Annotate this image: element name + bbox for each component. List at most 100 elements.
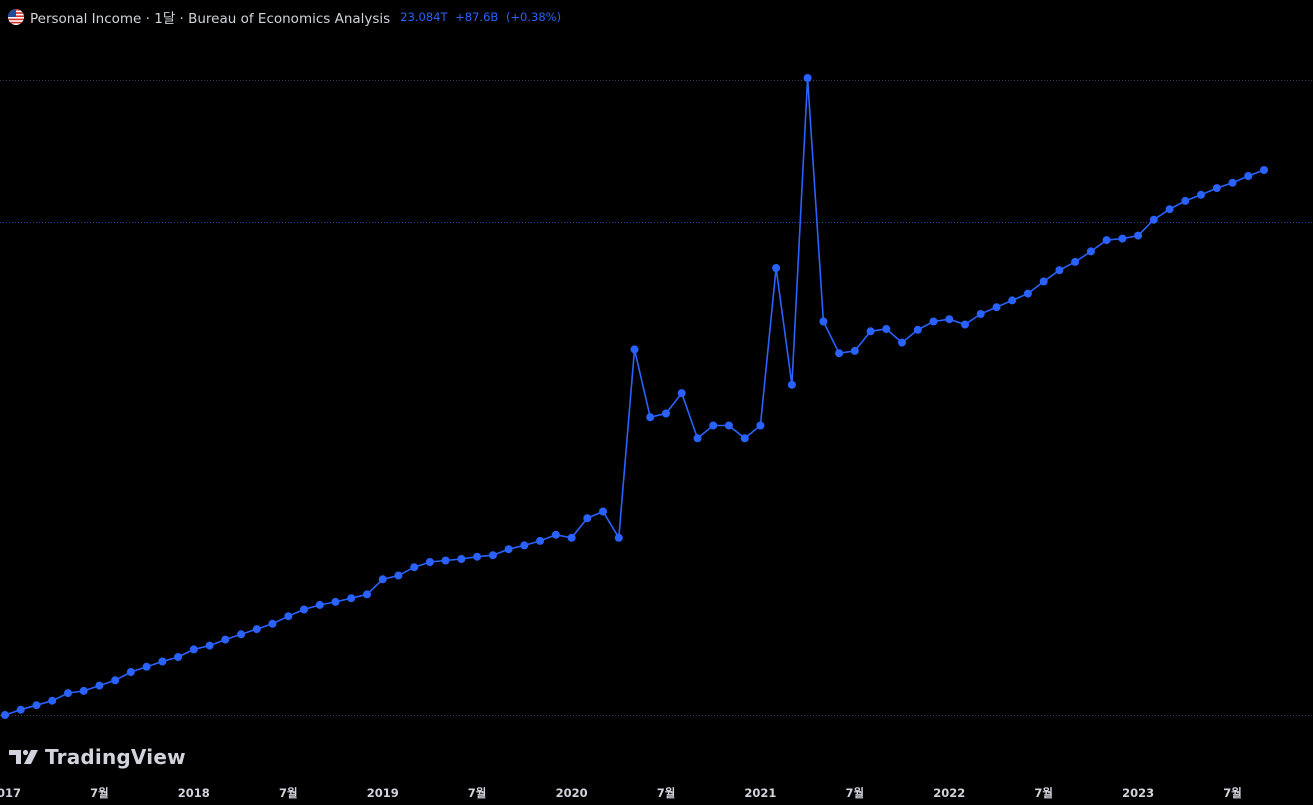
data-point — [315, 600, 324, 609]
data-point — [1212, 184, 1221, 193]
data-point — [693, 434, 702, 443]
x-tick-label: 2023 — [1122, 786, 1154, 800]
data-point — [1, 711, 9, 719]
symbol-header[interactable]: Personal Income · 1달 · Bureau of Economi… — [8, 7, 565, 27]
data-point — [803, 74, 812, 82]
data-point — [189, 645, 198, 654]
data-point — [961, 320, 969, 329]
data-point — [48, 696, 57, 705]
data-point — [268, 619, 277, 628]
x-tick-label: 7월 — [90, 786, 109, 800]
data-point — [473, 552, 482, 561]
data-point — [64, 689, 72, 698]
data-point — [835, 349, 844, 358]
tradingview-logo-icon — [9, 749, 38, 764]
data-point — [976, 310, 985, 318]
data-point — [347, 594, 356, 603]
data-point — [677, 389, 686, 398]
data-point — [1228, 178, 1237, 187]
data-point — [536, 536, 545, 545]
data-point — [1039, 277, 1048, 286]
data-point — [599, 507, 607, 516]
data-point — [1118, 234, 1127, 243]
data-point — [1181, 196, 1190, 205]
x-tick-label: 7월 — [1223, 786, 1242, 800]
x-tick-label: 7월 — [1034, 786, 1053, 800]
data-point — [520, 541, 529, 550]
data-point — [410, 563, 419, 572]
data-point — [787, 380, 796, 389]
data-point — [126, 668, 135, 676]
data-point — [1260, 166, 1268, 174]
x-tick-label: 2021 — [744, 786, 776, 800]
data-point — [1165, 205, 1174, 214]
data-point — [331, 597, 340, 606]
logo-text: TradingView — [45, 745, 186, 769]
data-point — [772, 264, 781, 272]
data-point — [1086, 247, 1095, 256]
data-point — [583, 514, 592, 523]
x-tick-label: 7월 — [657, 786, 676, 800]
series-points — [1, 74, 1268, 719]
data-point — [756, 421, 765, 430]
data-point — [898, 338, 906, 347]
data-point — [724, 421, 733, 430]
data-point — [630, 345, 639, 354]
data-point — [850, 346, 859, 355]
data-point — [1134, 231, 1143, 240]
data-point — [158, 657, 167, 666]
tradingview-logo[interactable]: TradingView — [9, 745, 186, 769]
change-percent: (+0.38%) — [505, 10, 562, 24]
data-point — [284, 612, 293, 621]
data-point — [882, 325, 891, 333]
data-point — [504, 545, 513, 554]
data-point — [32, 701, 41, 710]
data-point — [79, 686, 88, 695]
data-point — [614, 533, 623, 542]
data-point — [111, 676, 120, 685]
data-point — [866, 327, 875, 336]
data-point — [252, 625, 261, 634]
x-tick-label: 7월 — [846, 786, 865, 800]
data-point — [913, 325, 922, 334]
data-point — [457, 555, 466, 563]
data-point — [819, 317, 828, 326]
data-point — [237, 630, 246, 639]
data-point — [1055, 266, 1064, 275]
data-point — [992, 303, 1001, 312]
x-tick-label: 2020 — [556, 786, 588, 800]
data-point — [174, 653, 183, 661]
quote-readout: 23.084T +87.6B (+0.38%) — [400, 10, 565, 24]
data-point — [441, 556, 450, 565]
data-point — [95, 681, 104, 690]
data-point — [1197, 190, 1205, 199]
data-point — [1149, 215, 1158, 224]
data-point — [488, 551, 497, 560]
data-point — [1071, 257, 1080, 266]
x-tick-label: 7월 — [279, 786, 298, 800]
data-point — [929, 317, 938, 326]
x-tick-label: 2022 — [933, 786, 965, 800]
data-point — [945, 315, 954, 324]
x-axis: 2017 7월 2018 7월 2019 7월 2020 7월 2021 7월 2022 7월 2023… — [0, 786, 1242, 800]
data-point — [300, 605, 308, 614]
x-tick-label: 2019 — [367, 786, 399, 800]
data-point — [1102, 236, 1111, 245]
data-point — [646, 413, 655, 422]
data-point — [567, 533, 576, 542]
reference-lines — [0, 80, 1313, 716]
change-value: +87.6B — [455, 10, 499, 24]
data-point — [205, 641, 214, 650]
data-point — [142, 662, 151, 671]
data-point — [221, 635, 230, 644]
data-point — [740, 434, 749, 443]
data-point — [1008, 296, 1017, 305]
data-point — [363, 590, 371, 599]
data-point — [662, 409, 670, 418]
us-flag-icon — [8, 9, 24, 25]
data-point — [1244, 172, 1253, 180]
data-point — [425, 558, 434, 566]
data-point — [378, 575, 387, 584]
